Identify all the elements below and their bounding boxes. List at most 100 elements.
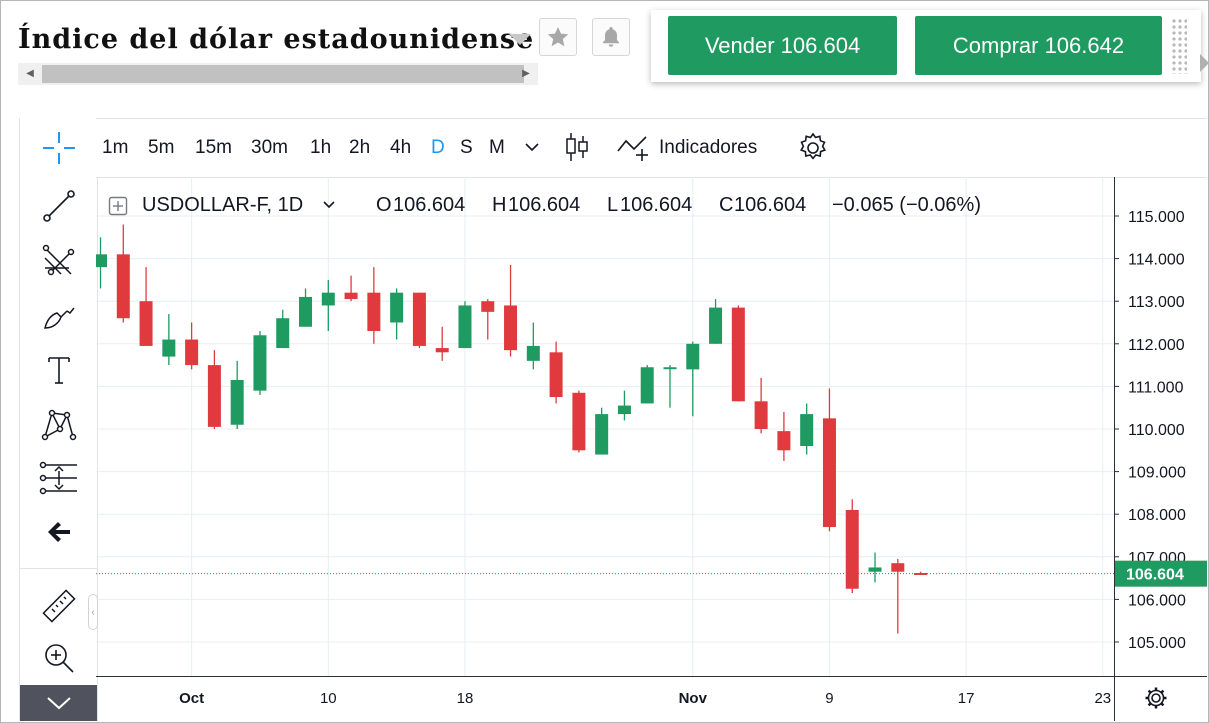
panel-expand-arrow-icon[interactable] (1200, 54, 1209, 72)
ruler-tool[interactable] (20, 584, 97, 628)
timeframe-30m[interactable]: 30m (251, 137, 288, 158)
candle-body[interactable] (754, 401, 768, 429)
axis-settings-gear-icon[interactable] (1145, 687, 1167, 709)
candle-body[interactable] (891, 563, 905, 572)
candle-body[interactable] (162, 339, 176, 357)
ruler-icon (41, 589, 76, 623)
timeframe-2h[interactable]: 2h (349, 137, 371, 158)
price-tick-label: 110.000 (1128, 422, 1185, 439)
timeframe-1h[interactable]: 1h (310, 137, 332, 158)
measure-range-icon (39, 461, 77, 495)
candle-body[interactable] (412, 292, 426, 346)
legend-change: −0.065 (−0.06%) (832, 194, 981, 216)
chevron-down-icon (46, 697, 71, 710)
candle-body[interactable] (549, 352, 563, 398)
candle-body[interactable] (207, 365, 221, 427)
legend-low-value: 106.604 (620, 194, 693, 216)
measure-range-tool[interactable] (20, 456, 97, 500)
indicators-icon[interactable] (616, 133, 652, 163)
candle-body[interactable] (321, 292, 335, 306)
brush-tool[interactable] (20, 294, 97, 338)
candle-body[interactable] (367, 292, 381, 332)
price-tick-label: 106.000 (1128, 592, 1186, 609)
legend-high-key: H (492, 194, 507, 216)
crosshair-tool[interactable] (20, 126, 97, 170)
timeframe-1m[interactable]: 1m (102, 137, 129, 158)
alert-button[interactable] (592, 18, 630, 56)
title-scrollbar[interactable]: ◀ ▶ (18, 63, 538, 85)
candle-body[interactable] (526, 345, 540, 361)
candle-body[interactable] (663, 367, 677, 370)
pattern-tool[interactable] (20, 402, 97, 446)
timeframe-d[interactable]: D (431, 137, 445, 158)
candle-body[interactable] (344, 292, 358, 300)
zoom-in-tool[interactable] (20, 636, 97, 680)
buy-button[interactable]: Comprar 106.642 (915, 16, 1162, 75)
trend-line-tool[interactable] (20, 184, 97, 228)
candle-body[interactable] (731, 307, 745, 402)
timeframe-5m[interactable]: 5m (148, 137, 175, 158)
candle-body[interactable] (822, 418, 836, 527)
timeframe-4h[interactable]: 4h (390, 137, 412, 158)
scrollbar-thumb[interactable] (42, 65, 524, 83)
text-icon (47, 357, 70, 384)
candle-body[interactable] (458, 305, 472, 349)
candle-body[interactable] (481, 301, 495, 312)
scroll-left-icon[interactable]: ◀ (26, 68, 34, 79)
candle-body[interactable] (276, 318, 290, 349)
pitchfork-tool[interactable] (20, 238, 97, 282)
price-tick-label: 108.000 (1128, 507, 1186, 524)
time-tick-label: 10 (320, 690, 337, 707)
candle-body[interactable] (640, 367, 654, 404)
candle-body[interactable] (572, 392, 586, 451)
last-price-badge (1115, 560, 1207, 587)
candle-body[interactable] (914, 572, 928, 575)
toolbar-collapse-handle[interactable]: ‹ (88, 594, 98, 630)
timeframe-15m[interactable]: 15m (195, 137, 232, 158)
candle-body[interactable] (299, 296, 313, 327)
candle-body[interactable] (139, 301, 153, 346)
price-tick-label: 113.000 (1128, 294, 1185, 311)
candle-body[interactable] (230, 380, 244, 425)
legend-symbol[interactable]: USDOLLAR-F, 1D (142, 194, 304, 216)
candle-body[interactable] (709, 307, 723, 344)
title-dropdown-caret-icon[interactable] (509, 34, 531, 45)
candle-body[interactable] (868, 567, 882, 572)
expand-legend-icon[interactable] (108, 196, 128, 216)
gear-icon[interactable] (796, 131, 830, 165)
price-tick-label: 115.000 (1128, 209, 1185, 226)
candle-body[interactable] (617, 405, 631, 415)
candle-body[interactable] (504, 305, 518, 351)
drag-handle-icon[interactable] (1171, 18, 1187, 74)
remove-drawings-button[interactable] (20, 510, 97, 554)
favorite-button[interactable] (539, 18, 577, 56)
candle-body[interactable] (595, 414, 609, 455)
timeframe-m[interactable]: M (489, 137, 505, 158)
candle-body[interactable] (435, 348, 449, 353)
candle-body[interactable] (390, 292, 404, 323)
chevron-down-icon[interactable] (322, 198, 336, 212)
more-tools-button[interactable] (20, 685, 97, 721)
scroll-right-icon[interactable]: ▶ (522, 68, 530, 79)
brush-icon (43, 307, 75, 329)
candle-body[interactable] (845, 509, 859, 589)
candle-body[interactable] (800, 414, 814, 447)
candles-style-icon[interactable] (564, 131, 590, 163)
legend-open-key: O (376, 194, 392, 216)
chevron-down-icon[interactable] (524, 141, 540, 153)
candle-body[interactable] (253, 335, 267, 391)
price-chart[interactable]: 115.000 114.000 113.000 112.000 111.000 110.0… (96, 177, 1207, 721)
candle-body[interactable] (116, 254, 130, 319)
timeframe-s[interactable]: S (460, 137, 473, 158)
legend-close-value: 106.604 (734, 194, 807, 216)
candle-body[interactable] (777, 431, 791, 451)
pitchfork-icon (42, 244, 74, 276)
candle-body[interactable] (686, 343, 700, 370)
candle-body[interactable] (185, 339, 199, 366)
price-tick-label: 105.000 (1128, 635, 1186, 652)
sell-button[interactable]: Vender 106.604 (668, 16, 897, 75)
indicators-button[interactable]: Indicadores (659, 137, 758, 158)
candle-body[interactable] (96, 254, 107, 268)
arrow-left-icon (47, 522, 70, 542)
text-tool[interactable] (20, 348, 97, 392)
